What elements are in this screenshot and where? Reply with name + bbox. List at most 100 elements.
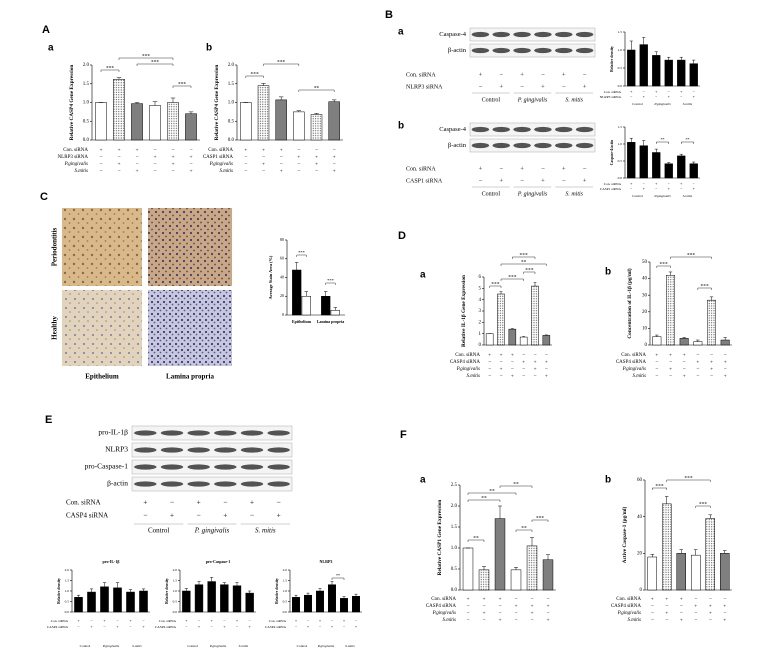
bar — [720, 339, 730, 346]
x-tick-label: Epithelium — [292, 319, 312, 324]
bar — [664, 59, 673, 87]
error-bar — [102, 582, 107, 587]
y-tick-label: 0 — [640, 588, 643, 593]
y-tick-label: 2.5 — [451, 483, 458, 488]
group-label: Control — [187, 644, 198, 648]
condition-mark: + — [170, 511, 174, 520]
condition-label: S.mitis — [443, 618, 457, 623]
condition-mark: + — [142, 624, 145, 629]
condition-mark: + — [297, 154, 300, 160]
error-bar — [235, 582, 239, 586]
bar — [542, 335, 551, 346]
blot-band — [267, 430, 290, 436]
condition-mark: + — [680, 617, 683, 623]
group-label: Control — [482, 97, 501, 103]
bar — [677, 155, 686, 179]
y-tick-label: 0.0 — [228, 138, 235, 143]
condition-mark: − — [479, 177, 483, 184]
bar — [664, 163, 673, 179]
bar — [720, 553, 730, 591]
condition-mark: + — [680, 596, 683, 602]
condition-mark: + — [723, 617, 726, 623]
error-bar — [89, 588, 94, 593]
condition-mark: + — [223, 624, 226, 629]
bar — [113, 587, 122, 613]
error-bar — [709, 296, 714, 301]
significance-label: *** — [536, 515, 545, 521]
condition-mark: − — [541, 165, 545, 172]
y-tick-label: 40 — [280, 274, 284, 279]
y-tick-label: 1.0 — [451, 546, 458, 551]
condition-mark: − — [189, 161, 192, 167]
condition-mark: − — [153, 161, 156, 167]
condition-mark: + — [171, 161, 174, 167]
y-tick-label: 1.0 — [618, 142, 623, 146]
blot-band — [187, 447, 210, 453]
bar — [185, 113, 197, 141]
bar — [74, 597, 83, 613]
condition-label: Con. siRNA — [269, 619, 287, 623]
condition-mark: + — [343, 618, 346, 623]
error-bar — [261, 83, 266, 86]
y-tick-label: 0.5 — [173, 599, 178, 603]
significance-label: *** — [520, 252, 529, 258]
condition-mark: + — [315, 154, 318, 160]
condition-mark: − — [530, 596, 533, 602]
condition-mark: + — [143, 498, 147, 507]
blot-band — [160, 464, 184, 470]
group-label: Control — [632, 194, 643, 198]
error-bar — [693, 549, 698, 556]
histology-image — [62, 208, 142, 286]
condition-mark: + — [655, 89, 658, 94]
bar — [707, 299, 716, 346]
condition-mark: − — [90, 618, 93, 623]
blot-strip — [131, 442, 293, 458]
condition-mark: − — [643, 181, 646, 186]
significance-bracket — [245, 75, 264, 78]
y-tick-label: 1.0 — [228, 101, 235, 106]
condition-mark: − — [562, 83, 566, 90]
condition-mark: − — [185, 624, 188, 629]
condition-mark: + — [710, 366, 713, 372]
blot-band — [471, 142, 490, 149]
condition-mark: − — [696, 373, 699, 379]
bar — [87, 591, 96, 613]
error-bar — [170, 97, 176, 103]
condition-mark: − — [546, 596, 549, 602]
condition-mark: + — [724, 359, 727, 365]
significance-bracket — [500, 278, 524, 281]
condition-mark: + — [562, 71, 566, 78]
condition-mark: + — [189, 154, 192, 160]
group-label: S.mitis — [683, 102, 693, 106]
blot-band — [534, 47, 552, 54]
error-bar — [294, 594, 298, 598]
significance-bracket — [515, 529, 533, 532]
condition-label: Con. siRNA — [208, 148, 233, 153]
significance-bracket — [100, 69, 120, 72]
y-axis-label: Caspase-4/actin — [610, 139, 614, 165]
significance-bracket — [331, 577, 345, 580]
y-tick-label: 0.0 — [173, 610, 178, 614]
bar — [652, 55, 661, 87]
blot-row-label: β-actin — [448, 47, 467, 54]
y-tick-label: 1.5 — [228, 82, 235, 87]
y-tick-label: 0.0 — [618, 176, 623, 180]
condition-mark: + — [546, 603, 549, 609]
blot-band — [492, 47, 510, 54]
panel-sublabel: b — [398, 121, 404, 132]
significance-label: ** — [521, 525, 527, 531]
blot-band — [240, 481, 264, 487]
condition-label: P.gingivalis — [622, 367, 646, 372]
bar — [245, 592, 254, 613]
blot-band — [492, 126, 510, 133]
blot-row-label: Caspase-4 — [439, 31, 466, 38]
column-label: Epithelium — [85, 373, 119, 381]
panel-letter: E — [45, 414, 52, 426]
condition-mark: + — [583, 83, 587, 90]
blot-band — [534, 126, 552, 133]
y-axis-label: Relative CASP4 Gene Expression — [69, 65, 75, 141]
blot-band — [575, 47, 594, 54]
condition-label: S.mitis — [75, 169, 89, 174]
bar — [691, 554, 701, 591]
condition-mark: − — [696, 366, 699, 372]
